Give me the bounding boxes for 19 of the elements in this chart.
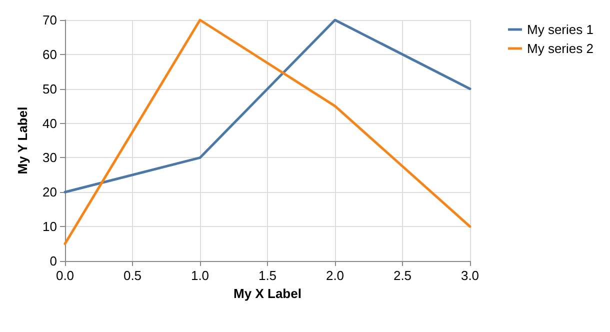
y-tick-label: 30 [42, 150, 57, 166]
y-tick-label: 60 [42, 46, 57, 62]
x-axis-title: My X Label [234, 286, 302, 301]
y-tick-label: 70 [42, 12, 57, 28]
x-tick-label: 2.0 [326, 268, 344, 283]
legend-label: My series 2 [527, 41, 594, 56]
legend-label: My series 1 [527, 22, 594, 37]
y-axis-title: My Y Label [15, 106, 30, 174]
x-tick-label: 0.5 [123, 268, 142, 283]
x-tick-label: 0.0 [56, 268, 74, 283]
y-tick-label: 20 [42, 184, 57, 200]
x-tick-label: 3.0 [460, 268, 480, 283]
x-tick-label: 2.5 [393, 268, 412, 283]
y-tick-label: 40 [42, 116, 57, 131]
x-tick-label: 1.5 [258, 268, 277, 283]
x-tick-label: 1.0 [190, 268, 210, 283]
y-tick-label: 50 [42, 81, 57, 96]
y-tick-label: 10 [42, 219, 57, 234]
y-tick-label: 0 [50, 254, 57, 268]
